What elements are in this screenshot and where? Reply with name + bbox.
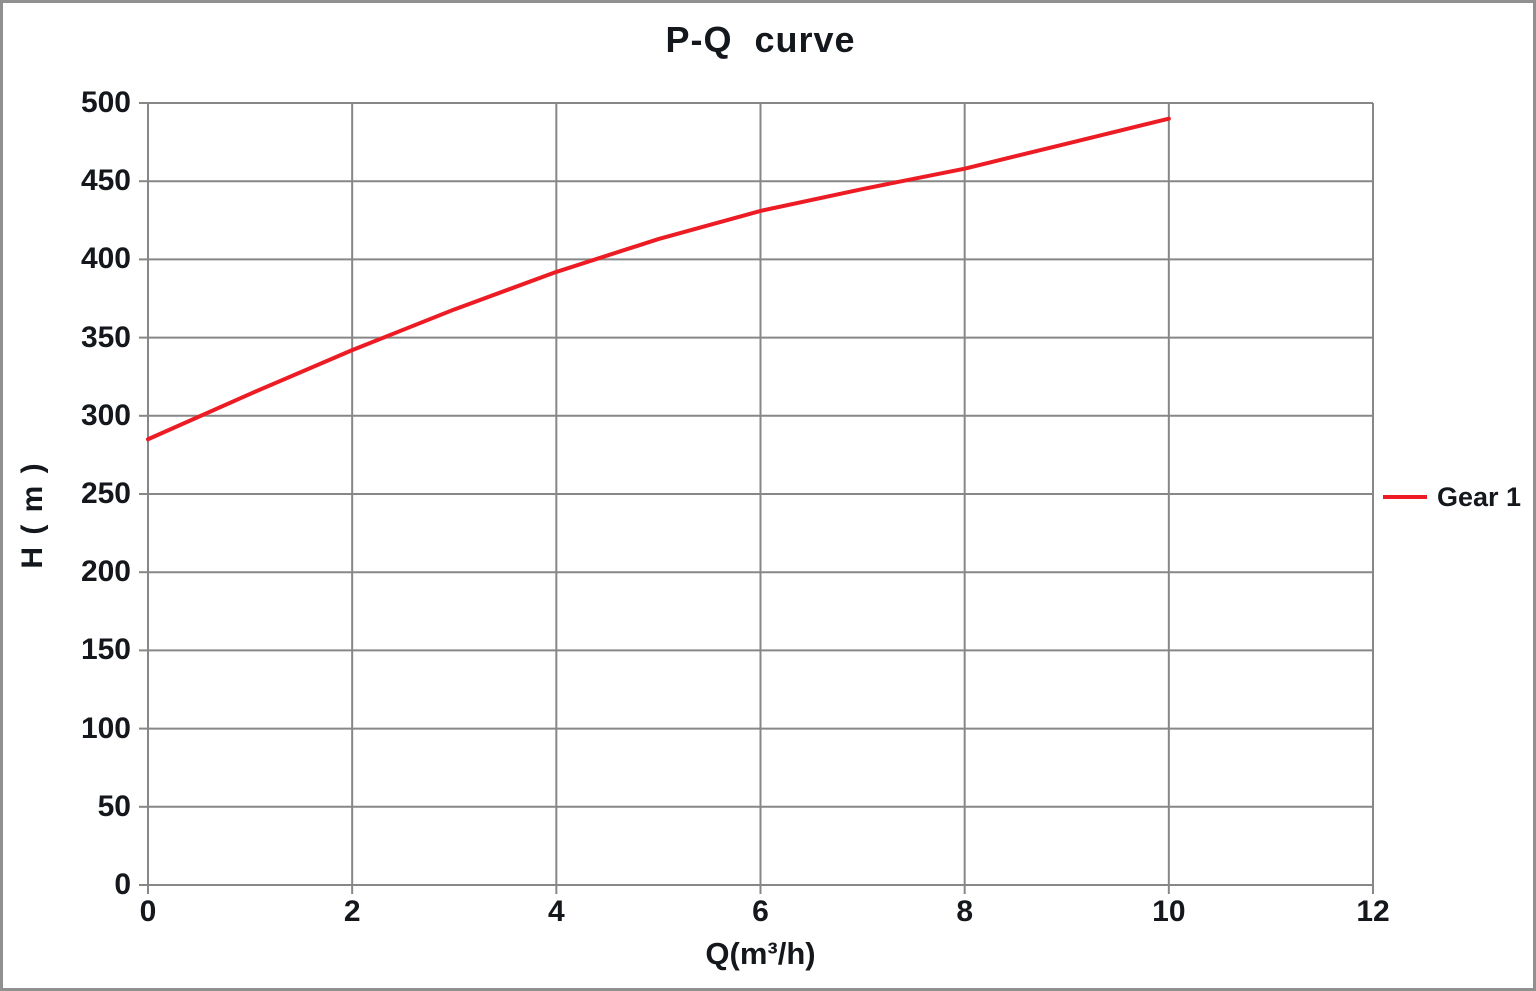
- legend: Gear 1: [1383, 480, 1521, 514]
- y-tick-label: 300: [80, 398, 131, 432]
- y-tick-label: 200: [80, 555, 131, 589]
- x-tick-label: 6: [752, 895, 769, 928]
- plot-area: [139, 102, 1374, 894]
- x-tick-label: 8: [956, 895, 973, 928]
- x-tick-label: 4: [547, 895, 565, 928]
- y-tick-label: 100: [80, 711, 131, 745]
- y-tick-label: 250: [80, 477, 131, 510]
- y-tick-label: 450: [80, 164, 131, 198]
- y-tick-label: 0: [114, 868, 131, 901]
- y-tick-label: 400: [80, 242, 131, 276]
- series-line: [146, 116, 1171, 442]
- y-tick-label: 50: [97, 789, 131, 823]
- y-tick-label: 150: [80, 633, 131, 667]
- chart-title: P-Q curve: [665, 19, 856, 60]
- x-tick-label: 10: [1152, 895, 1186, 928]
- x-axis-title: Q(m³/h): [705, 936, 816, 971]
- legend-line-swatch: [1383, 495, 1427, 499]
- x-tick-label: 12: [1356, 895, 1390, 928]
- y-tick-label: 500: [80, 86, 131, 119]
- x-tick-label: 2: [343, 895, 361, 928]
- y-tick-label: 350: [80, 320, 131, 354]
- y-axis-title: H ( m ): [16, 461, 49, 569]
- legend-label: Gear 1: [1437, 481, 1522, 512]
- x-tick-label: 0: [139, 895, 157, 928]
